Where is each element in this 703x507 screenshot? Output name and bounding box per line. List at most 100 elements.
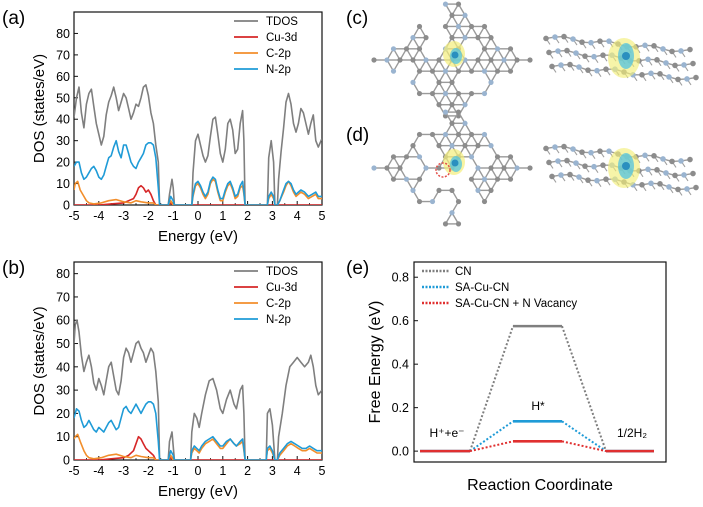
cu-atom: [622, 52, 630, 60]
atom: [675, 76, 681, 83]
atom: [648, 180, 654, 187]
atom: [555, 48, 561, 54]
atom: [564, 157, 570, 164]
atom: [606, 38, 612, 44]
atom: [390, 154, 397, 160]
legend-label: TDOS: [266, 16, 298, 28]
atom: [552, 34, 558, 40]
y-axis-label: DOS (states/eV): [31, 54, 48, 163]
atom: [693, 184, 699, 191]
atom: [675, 186, 681, 193]
atom: [449, 143, 455, 149]
atom: [371, 57, 377, 63]
atom: [481, 68, 488, 74]
atom: [423, 57, 429, 63]
atom: [645, 56, 651, 63]
series-line-n-2p: [74, 139, 322, 205]
atom: [687, 156, 693, 163]
atom: [397, 57, 403, 63]
atom: [488, 35, 494, 41]
atom: [462, 143, 468, 149]
atom: [442, 221, 449, 227]
y-tick-label: 80: [56, 267, 70, 281]
atom: [488, 143, 494, 149]
atom: [488, 79, 494, 85]
atom: [449, 120, 455, 126]
atom: [410, 143, 416, 149]
atom: [494, 46, 501, 52]
atom: [494, 68, 501, 74]
atom: [600, 52, 606, 58]
atom: [663, 170, 669, 176]
atom: [642, 42, 648, 49]
atom: [507, 46, 514, 52]
atom: [561, 143, 567, 150]
series-line-tdos: [74, 84, 322, 205]
atom: [663, 60, 669, 66]
atom: [561, 33, 567, 40]
atom: [549, 63, 555, 70]
atom: [449, 12, 455, 18]
atom: [597, 38, 603, 44]
atom: [546, 49, 552, 56]
atom: [558, 172, 564, 178]
atom: [423, 165, 429, 171]
y-tick-label: 70: [56, 48, 70, 62]
atom: [436, 143, 442, 149]
atom: [410, 79, 416, 85]
atom: [597, 148, 603, 154]
series-line-cu-3d: [74, 435, 322, 460]
atom: [543, 145, 549, 152]
series-line-n-2p: [74, 401, 322, 460]
atom: [507, 176, 514, 182]
y-tick-label: 0: [63, 454, 70, 468]
atom: [436, 79, 442, 85]
atom: [475, 187, 481, 193]
atom: [567, 61, 573, 68]
atom: [693, 74, 699, 81]
y-tick-label: 20: [56, 156, 70, 170]
atom: [468, 154, 475, 160]
atom: [449, 210, 455, 216]
atom: [481, 176, 488, 182]
atom: [475, 165, 481, 171]
atom: [501, 165, 507, 171]
atom: [403, 154, 410, 160]
atom: [397, 165, 403, 171]
atom: [579, 39, 585, 45]
y-tick-label: 80: [56, 27, 70, 41]
dos-chart-a: -5 -4 -3 -2 -1 0 1 2 3 4 501020304050607080Energy …: [31, 11, 326, 245]
atom: [429, 198, 436, 205]
structure-d-top-view: [371, 109, 533, 227]
atom: [481, 131, 488, 138]
atom: [681, 172, 687, 178]
state-label-intermediate: H*: [531, 399, 545, 413]
state-label-final: 1/2H₂: [617, 426, 647, 440]
atom: [606, 148, 612, 154]
y-tick-label: 10: [56, 430, 70, 444]
atom: [585, 67, 591, 73]
atom: [507, 68, 514, 74]
atom: [468, 131, 475, 138]
y-tick-label: 30: [56, 134, 70, 148]
atom: [573, 160, 579, 166]
atom: [410, 187, 416, 193]
atom: [648, 70, 654, 77]
atom: [436, 187, 442, 193]
atom: [558, 62, 564, 68]
atom: [436, 102, 442, 108]
x-axis-label: Energy (eV): [158, 228, 238, 245]
atom: [494, 176, 501, 182]
y-tick-label: 0.2: [392, 401, 409, 415]
x-tick-label: 2: [244, 209, 251, 223]
atom: [449, 35, 455, 41]
atom: [455, 198, 462, 205]
atom: [603, 176, 609, 182]
structure-c-top-view: [371, 1, 533, 119]
legend-label: Cu-3d: [266, 282, 297, 294]
atom: [690, 60, 696, 67]
atom: [442, 109, 449, 115]
atom: [527, 165, 533, 171]
atom: [684, 76, 690, 82]
